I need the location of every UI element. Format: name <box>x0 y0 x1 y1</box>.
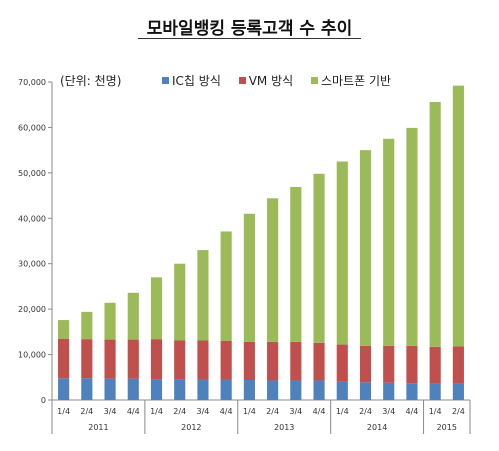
bar-ic <box>429 383 441 400</box>
bar-smart <box>452 85 464 347</box>
bar-smart <box>174 263 186 341</box>
year-label: 2014 <box>367 423 387 432</box>
legend-item-smart: 스마트폰 기반 <box>310 72 392 89</box>
bar-smart <box>383 138 395 346</box>
x-tick-label: 4/4 <box>127 407 140 416</box>
bar-vm <box>150 339 163 380</box>
y-tick-label: 30,000 <box>18 260 46 269</box>
bar-ic <box>243 380 255 400</box>
y-tick-label: 60,000 <box>18 123 46 132</box>
legend-item-ic: IC칩 방식 <box>162 72 221 89</box>
unit-label: (단위: 천명) <box>60 74 122 88</box>
bar-vm <box>290 341 302 381</box>
year-label: 2011 <box>88 423 108 432</box>
bar-ic <box>359 382 372 400</box>
x-tick-label: 1/4 <box>336 407 349 416</box>
legend-swatch-smart <box>310 77 318 84</box>
bar-ic <box>58 378 70 400</box>
bar-vm <box>429 346 441 384</box>
x-tick-label: 3/4 <box>289 407 302 416</box>
year-label: 2012 <box>181 423 201 432</box>
bar-vm <box>313 342 325 381</box>
x-tick-label: 1/4 <box>243 407 256 416</box>
bar-ic <box>406 383 418 400</box>
bar-smart <box>220 231 232 341</box>
bar-ic <box>220 379 232 400</box>
legend-item-vm: VM 방식 <box>238 72 294 89</box>
x-tick-label: 1/4 <box>429 407 442 416</box>
bar-vm <box>406 345 418 384</box>
bar-ic <box>127 378 139 400</box>
bar-smart <box>150 277 163 340</box>
legend-swatch-vm <box>238 77 246 84</box>
bar-vm <box>58 338 70 379</box>
bar-ic <box>174 379 186 400</box>
bar-smart <box>290 186 302 342</box>
bar-smart <box>313 173 325 343</box>
bar-ic <box>383 382 395 400</box>
bar-ic <box>313 380 325 400</box>
bar-smart <box>81 311 93 340</box>
bar-vm <box>127 339 139 379</box>
bar-vm <box>197 340 209 380</box>
legend-label-ic: IC칩 방식 <box>172 74 221 88</box>
x-tick-label: 4/4 <box>313 407 326 416</box>
x-tick-label: 2/4 <box>359 407 372 416</box>
y-tick-label: 70,000 <box>18 78 46 87</box>
bar-smart <box>359 150 372 346</box>
x-tick-label: 2/4 <box>266 407 279 416</box>
bar-ic <box>267 380 279 400</box>
x-tick-label: 3/4 <box>382 407 395 416</box>
x-tick-label: 3/4 <box>104 407 117 416</box>
bar-ic <box>290 380 302 400</box>
x-tick-label: 4/4 <box>406 407 419 416</box>
x-tick-label: 2/4 <box>452 407 465 416</box>
bar-smart <box>243 213 255 342</box>
bar-vm <box>359 345 372 383</box>
bar-vm <box>243 341 255 381</box>
x-tick-label: 2/4 <box>173 407 186 416</box>
x-tick-label: 4/4 <box>220 407 233 416</box>
bar-smart <box>104 302 116 340</box>
year-label: 2013 <box>274 423 294 432</box>
bar-smart <box>406 127 418 346</box>
x-tick-label: 1/4 <box>57 407 70 416</box>
bar-smart <box>336 161 348 345</box>
bar-vm <box>174 340 186 380</box>
y-tick-label: 50,000 <box>18 169 46 178</box>
bar-ic <box>104 378 116 400</box>
bar-ic <box>452 383 464 400</box>
bar-vm <box>267 341 279 381</box>
bar-smart <box>429 101 441 347</box>
x-tick-label: 1/4 <box>150 407 163 416</box>
bar-ic <box>197 379 209 400</box>
bar-vm <box>104 339 116 379</box>
year-label: 2015 <box>437 423 457 432</box>
bar-vm <box>383 345 395 383</box>
x-tick-label: 2/4 <box>80 407 93 416</box>
legend-label-smart: 스마트폰 기반 <box>320 74 392 88</box>
bar-smart <box>197 250 209 341</box>
bar-smart <box>267 198 279 342</box>
bar-ic <box>150 379 163 400</box>
legend: IC칩 방식 VM 방식 스마트폰 기반 <box>162 72 405 89</box>
bar-smart <box>127 292 139 340</box>
y-tick-label: 20,000 <box>18 305 46 314</box>
bar-vm <box>81 339 93 379</box>
y-tick-label: 0 <box>41 396 46 405</box>
y-tick-label: 40,000 <box>18 214 46 223</box>
bar-vm <box>220 340 232 380</box>
bar-vm <box>452 346 464 384</box>
x-tick-label: 3/4 <box>197 407 210 416</box>
y-tick-label: 10,000 <box>18 351 46 360</box>
bar-ic <box>81 378 93 400</box>
chart-title: 모바일뱅킹 등록고객 수 추이 <box>146 19 353 39</box>
title-underline <box>138 38 361 39</box>
bar-ic <box>336 381 348 400</box>
legend-label-vm: VM 방식 <box>248 74 294 88</box>
legend-swatch-ic <box>162 77 169 84</box>
bar-vm <box>336 344 348 382</box>
bar-smart <box>58 320 70 339</box>
